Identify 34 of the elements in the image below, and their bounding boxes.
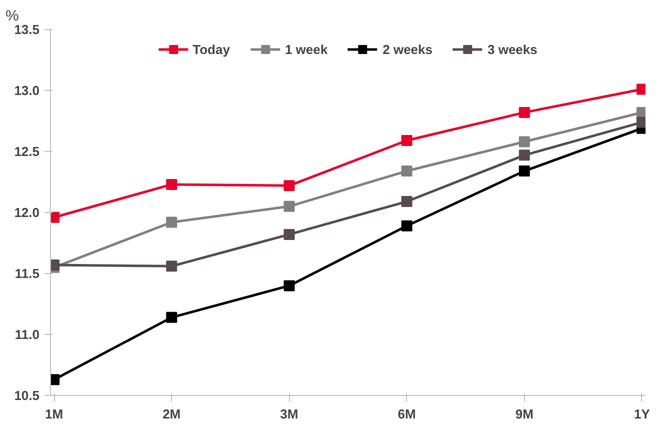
legend-label: 3 weeks bbox=[487, 42, 538, 56]
y-tick-label: 13.0 bbox=[14, 83, 40, 98]
y-tick-label: 10.5 bbox=[14, 388, 40, 403]
point bbox=[401, 166, 412, 177]
point bbox=[401, 196, 412, 208]
x-tick-label: 6M bbox=[398, 406, 416, 422]
point bbox=[166, 178, 178, 190]
legend-label: Today bbox=[192, 42, 230, 56]
point bbox=[518, 136, 530, 148]
point bbox=[166, 260, 178, 272]
point bbox=[284, 180, 295, 192]
y-axis-title: % bbox=[6, 8, 19, 24]
point bbox=[284, 200, 295, 212]
point bbox=[518, 150, 530, 161]
y-tick-label: 13.5 bbox=[14, 22, 40, 37]
x-tick-label: 9M bbox=[515, 406, 534, 422]
point bbox=[518, 166, 530, 177]
point bbox=[518, 106, 530, 118]
y-tick-label: 11.0 bbox=[14, 327, 40, 342]
point bbox=[166, 312, 178, 323]
y-tick-label: 12.5 bbox=[14, 144, 40, 159]
y-tick-label: 11.5 bbox=[14, 266, 40, 281]
x-tick-label: 1M bbox=[45, 406, 64, 422]
legend-label: 1 week bbox=[284, 42, 328, 56]
point bbox=[401, 220, 412, 232]
x-tick-label: 1Y bbox=[634, 406, 650, 422]
point bbox=[284, 228, 295, 240]
x-tick-label: 2M bbox=[162, 406, 181, 422]
point bbox=[284, 280, 295, 292]
legend-label: 2 weeks bbox=[382, 42, 432, 56]
point bbox=[401, 135, 412, 146]
x-tick-label: 3M bbox=[280, 406, 298, 422]
y-tick-label: 12.0 bbox=[14, 205, 40, 220]
point bbox=[166, 216, 178, 228]
